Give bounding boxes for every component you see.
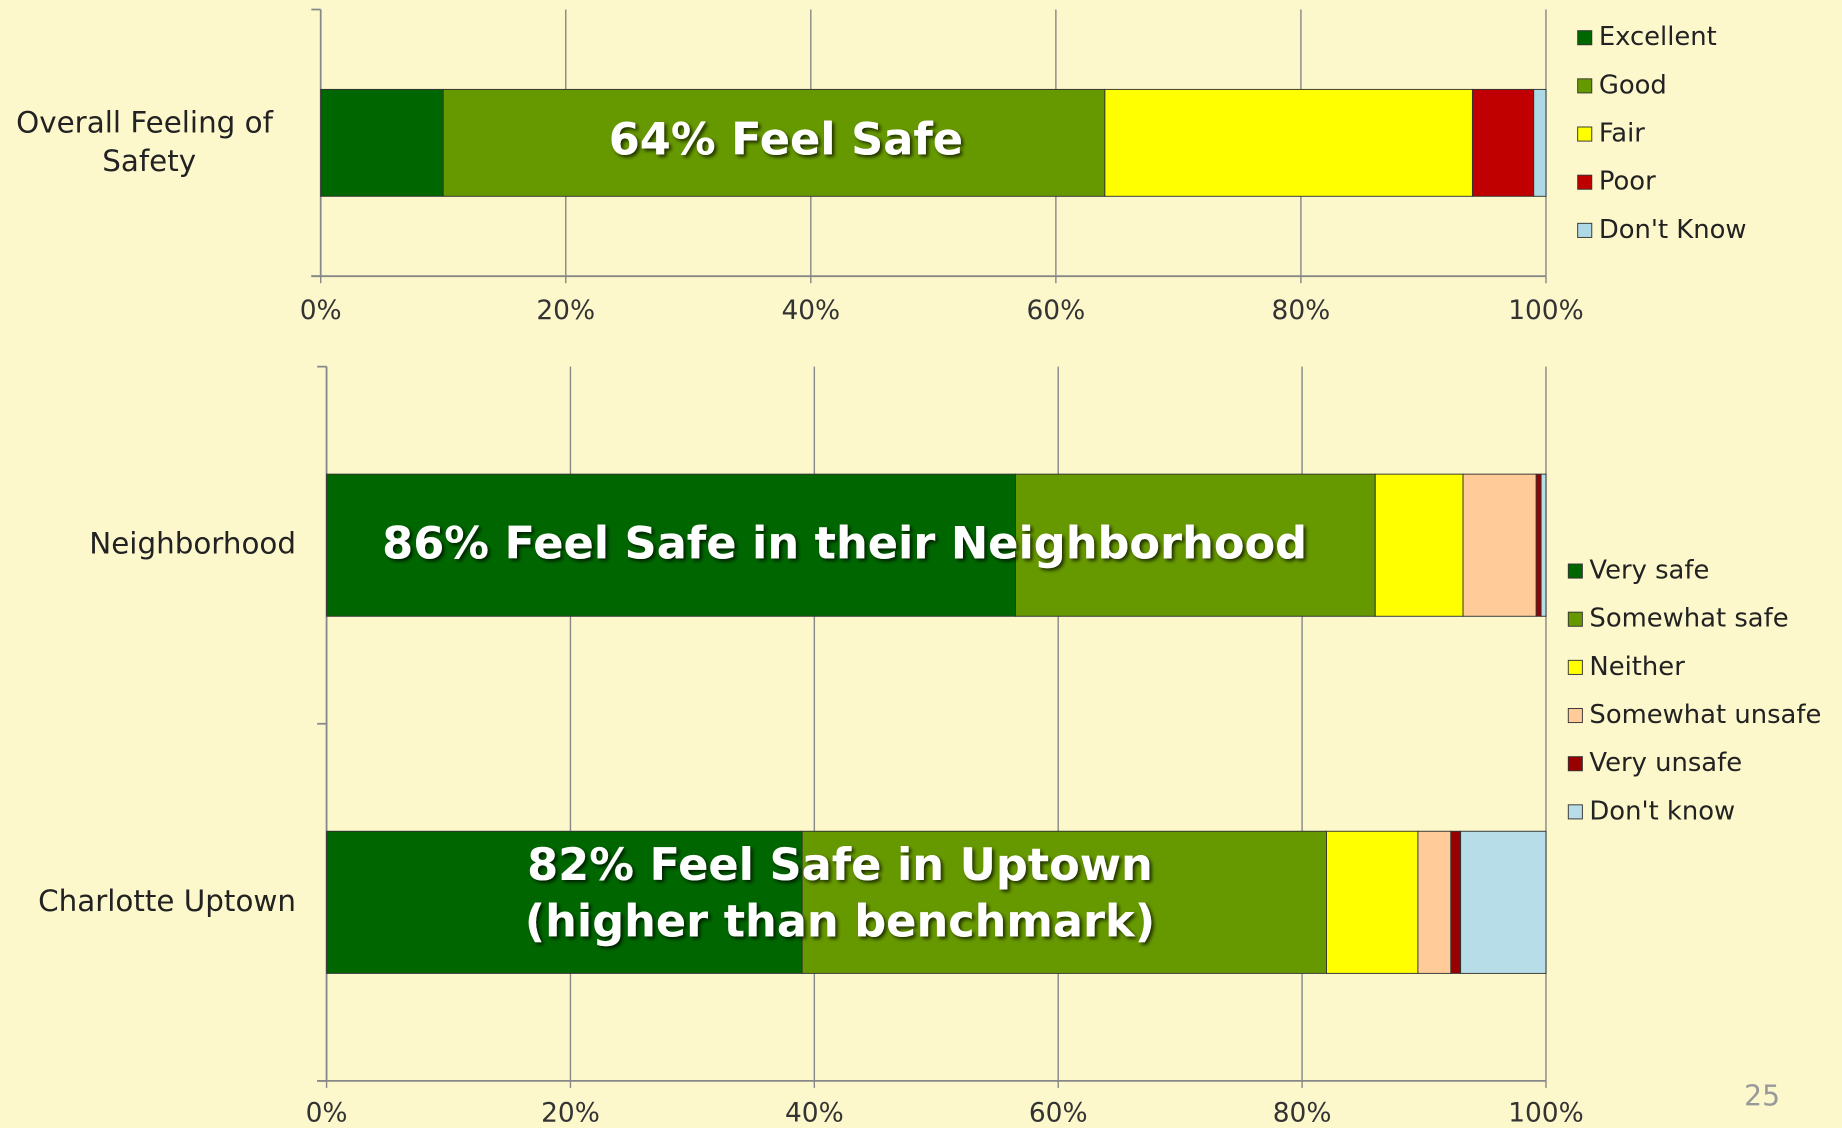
legend-swatch [1567,756,1583,772]
legend-swatch [1577,174,1593,190]
x-tick-label: 60% [1026,295,1085,326]
legend-swatch [1567,804,1583,820]
legend-swatch [1567,611,1583,627]
legend-label: Somewhat safe [1589,604,1788,634]
legend-label: Neither [1589,652,1685,682]
legend-label: Good [1599,70,1667,100]
x-tick-label: 100% [1508,295,1584,326]
x-tick-label: 100% [1508,1097,1584,1128]
x-tick-label: 40% [785,1097,844,1128]
bar-segment [442,88,1106,197]
legend-label: Very safe [1589,556,1709,586]
legend-swatch [1577,126,1593,142]
category-label: Overall Feeling of Safety [16,105,282,178]
page-number: 25 [1744,1079,1780,1112]
bar-segment [1326,830,1419,974]
bar-segment [1374,473,1464,617]
legend-swatch [1567,708,1583,724]
bar-segment [1460,830,1547,974]
legend-swatch [1577,78,1593,94]
x-tick-label: 20% [536,295,595,326]
category-label: Neighborhood [89,527,296,561]
annotation: (higher than benchmark) [525,896,1155,948]
category-label: Charlotte Uptown [38,884,296,918]
legend-swatch [1577,222,1593,238]
annotation: 86% Feel Safe in their Neighborhood [382,517,1307,569]
bar-segment [1540,473,1547,617]
bar-segment [1417,830,1452,974]
bar-segment [1450,830,1462,974]
legend-swatch [1577,30,1593,46]
legend-label: Very unsafe [1589,748,1742,778]
bar-segment [320,88,444,197]
bar-segment [1533,88,1547,197]
bar-segment [1104,88,1473,197]
annotation: 64% Feel Safe [609,113,963,165]
x-tick-label: 0% [306,1097,348,1128]
bar-segment [326,830,803,974]
legend-label: Don't know [1589,796,1735,826]
x-tick-label: 60% [1029,1097,1088,1128]
x-tick-label: 40% [781,295,840,326]
bar-segment [1462,473,1537,617]
x-tick-label: 20% [541,1097,600,1128]
legend-swatch [1567,563,1583,579]
bar-segment [326,473,1017,617]
x-tick-label: 80% [1272,295,1331,326]
bar-segment [1015,473,1376,617]
legend-label: Don't Know [1599,215,1747,245]
legend-label: Poor [1599,167,1656,197]
legend-label: Fair [1599,119,1645,149]
bar-segment [1535,473,1542,617]
bar-segment [1471,88,1535,197]
x-tick-label: 80% [1273,1097,1332,1128]
legend-label: Somewhat unsafe [1589,700,1821,730]
legend-swatch [1567,659,1583,675]
legend-label: Excellent [1599,22,1717,52]
bar-segment [801,830,1327,974]
x-tick-label: 0% [300,295,342,326]
annotation: 82% Feel Safe in Uptown [527,839,1153,891]
